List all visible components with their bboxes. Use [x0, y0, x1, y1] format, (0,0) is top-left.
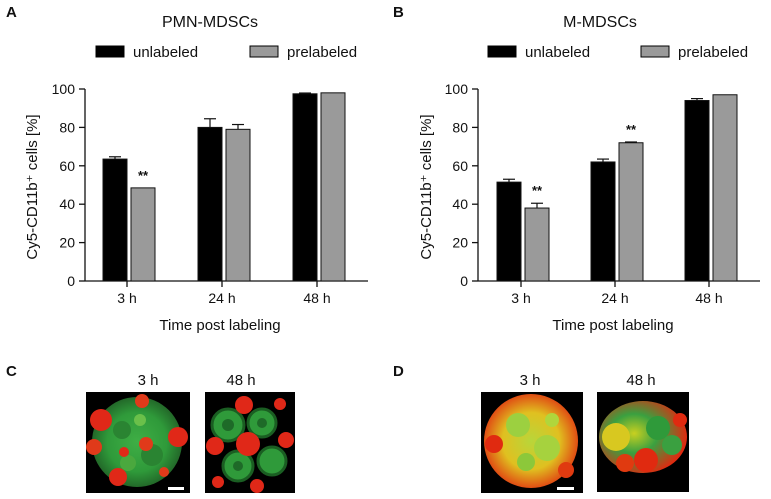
x-tick-label: 48 h: [303, 290, 330, 306]
scale-bar: [557, 487, 574, 490]
legend-swatch-unlabeled: [487, 45, 517, 58]
micrograph-label-d-3h: 3 h: [520, 372, 541, 389]
y-tick-label: 20: [59, 235, 75, 251]
bar-prelabeled-0: [524, 207, 550, 282]
y-tick-label: 40: [452, 196, 468, 212]
micrograph-c-48h: [205, 392, 295, 493]
x-tick-label: 3 h: [117, 290, 136, 306]
y-axis-label: Cy5-CD11b⁺ cells [%]: [418, 114, 435, 259]
bar-prelabeled-2: [712, 94, 738, 282]
legend: unlabeled prelabeled: [95, 44, 357, 61]
legend-label-unlabeled: unlabeled: [525, 44, 590, 61]
significance-marker: **: [626, 122, 637, 137]
bar-unlabeled-1: [590, 161, 616, 282]
chart-m-mdscs: M-MDSCs unlabeled prelabeled Cy5-CD11b⁺ …: [418, 14, 760, 334]
bar-prelabeled-1: [618, 142, 644, 282]
legend-swatch-prelabeled: [249, 45, 279, 58]
x-tick-label: 3 h: [511, 290, 530, 306]
bar-prelabeled-1: [225, 128, 251, 282]
y-tick-label: 0: [67, 273, 75, 289]
legend-label-prelabeled: prelabeled: [678, 44, 748, 61]
bar-unlabeled-1: [197, 126, 223, 282]
bar-unlabeled-2: [684, 100, 710, 282]
y-tick-label: 0: [460, 273, 468, 289]
x-tick-label: 24 h: [208, 290, 235, 306]
y-tick-label: 100: [52, 81, 76, 97]
bar-prelabeled-0: [130, 187, 156, 282]
bar-prelabeled-2: [320, 92, 346, 282]
legend-label-prelabeled: prelabeled: [287, 44, 357, 61]
significance-marker: **: [532, 183, 543, 198]
panel-letter-c: C: [6, 363, 17, 380]
bar-unlabeled-0: [102, 158, 128, 282]
legend-swatch-unlabeled: [95, 45, 125, 58]
scale-bar: [168, 487, 184, 490]
micrograph-label-c-3h: 3 h: [138, 372, 159, 389]
y-tick-label: 80: [59, 119, 75, 135]
micrograph-label-d-48h: 48 h: [626, 372, 655, 389]
significance-marker: **: [138, 168, 149, 183]
y-tick-label: 100: [445, 81, 469, 97]
bar-unlabeled-2: [292, 93, 318, 282]
bar-unlabeled-0: [496, 181, 522, 282]
micrograph-d-48h: [597, 392, 689, 492]
micrograph-d-3h: [481, 392, 583, 493]
chart-title: M-MDSCs: [563, 14, 637, 31]
y-tick-label: 80: [452, 119, 468, 135]
y-tick-label: 60: [59, 158, 75, 174]
micrograph-label-c-48h: 48 h: [226, 372, 255, 389]
panel-letter-d: D: [393, 363, 404, 380]
chart-pmn-mdscs: PMN-MDSCs unlabeled prelabeled Cy5-CD11b…: [24, 14, 368, 334]
x-tick-label: 48 h: [695, 290, 722, 306]
panel-letter-a: A: [6, 4, 17, 21]
y-tick-label: 40: [59, 196, 75, 212]
legend: unlabeled prelabeled: [487, 44, 748, 61]
chart-title: PMN-MDSCs: [162, 14, 258, 31]
micrograph-c-3h: [86, 392, 190, 493]
y-tick-label: 60: [452, 158, 468, 174]
x-tick-label: 24 h: [601, 290, 628, 306]
y-axis-label: Cy5-CD11b⁺ cells [%]: [24, 114, 41, 259]
legend-label-unlabeled: unlabeled: [133, 44, 198, 61]
x-axis-label: Time post labeling: [159, 317, 280, 334]
y-tick-label: 20: [452, 235, 468, 251]
panel-letter-b: B: [393, 4, 404, 21]
legend-swatch-prelabeled: [640, 45, 670, 58]
x-axis-label: Time post labeling: [552, 317, 673, 334]
